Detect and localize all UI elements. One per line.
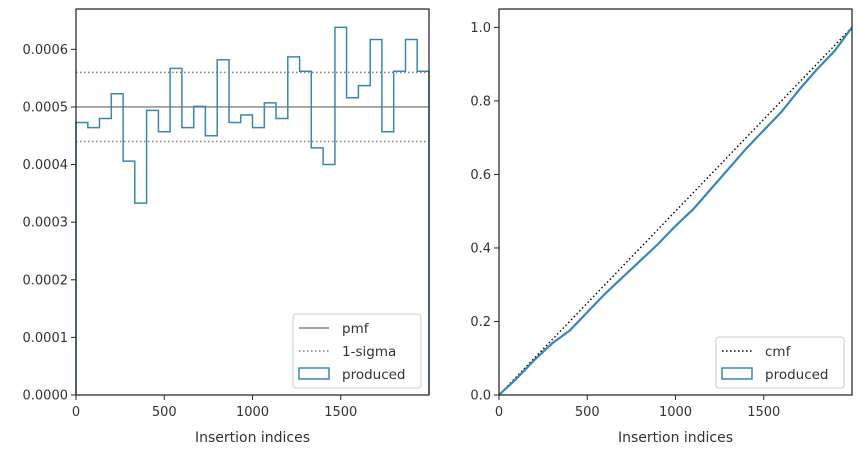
- pmf-y-tick-label: 0.0006: [23, 43, 69, 58]
- legend-1-sigma-label: 1-sigma: [342, 344, 396, 360]
- pmf-x-ticks: 0 500 1000 1500: [72, 395, 357, 420]
- pmf-y-tick-label: 0.0005: [23, 100, 69, 115]
- pmf-x-axis-label: Insertion indices: [195, 430, 310, 446]
- pmf-y-tick-label: 0.0001: [23, 331, 69, 346]
- pmf-legend: pmf 1-sigma produced: [292, 313, 422, 389]
- produced-step-histogram: [75, 26, 430, 395]
- cmf-x-tick-label: 1000: [659, 405, 692, 420]
- cmf-x-ticks: 0 500 1000 1500: [495, 395, 780, 420]
- cmf-axes-frame: [498, 8, 853, 396]
- pmf-plot-area: [75, 26, 430, 395]
- pmf-x-tick-label: 1500: [324, 405, 357, 420]
- legend-produced-handle: [721, 367, 753, 380]
- pmf-y-tick-label: 0.0003: [23, 216, 69, 231]
- cmf-panel: 0.0 0.2 0.4 0.6 0.8 1.0 0 500 1000 1500 Insertio…: [470, 8, 853, 446]
- legend-produced-label: produced: [342, 367, 406, 383]
- produced-cumulative-line: [498, 26, 853, 396]
- cmf-plot-area: [498, 26, 853, 396]
- cmf-legend: cmf produced: [715, 336, 845, 389]
- pmf-x-tick-label: 1000: [236, 405, 269, 420]
- cmf-y-tick-label: 0.2: [470, 315, 491, 330]
- cmf-x-axis-label: Insertion indices: [618, 430, 733, 446]
- legend-produced-handle: [298, 367, 330, 380]
- cmf-y-tick-label: 0.6: [470, 168, 491, 183]
- legend-cmf-label: cmf: [765, 344, 792, 360]
- legend-produced-label: produced: [765, 367, 829, 383]
- pmf-x-tick-label: 500: [152, 405, 177, 420]
- cmf-y-tick-label: 0.0: [470, 389, 491, 404]
- cmf-x-tick-label: 500: [575, 405, 600, 420]
- legend-pmf-label: pmf: [342, 321, 370, 337]
- cmf-legend-box: [715, 336, 845, 389]
- pmf-legend-box: [292, 313, 422, 389]
- cmf-y-tick-label: 0.4: [470, 241, 491, 256]
- cmf-x-tick-label: 0: [495, 405, 503, 420]
- cmf-y-tick-label: 1.0: [470, 21, 491, 36]
- pmf-y-tick-label: 0.0000: [23, 389, 69, 404]
- pmf-y-ticks: 0.0000 0.0001 0.0002 0.0003 0.0004 0.0005 0.00…: [23, 43, 76, 404]
- cmf-x-tick-label: 1500: [747, 405, 780, 420]
- pmf-panel: 0.0000 0.0001 0.0002 0.0003 0.0004 0.0005 0.00…: [23, 8, 430, 446]
- cmf-line: [498, 26, 853, 396]
- cmf-y-tick-label: 0.8: [470, 94, 491, 109]
- cmf-y-ticks: 0.0 0.2 0.4 0.6 0.8 1.0: [470, 21, 499, 404]
- pmf-x-tick-label: 0: [72, 405, 80, 420]
- pmf-y-tick-label: 0.0002: [23, 273, 69, 288]
- pmf-y-tick-label: 0.0004: [23, 158, 69, 173]
- pmf-axes-frame: [75, 8, 430, 396]
